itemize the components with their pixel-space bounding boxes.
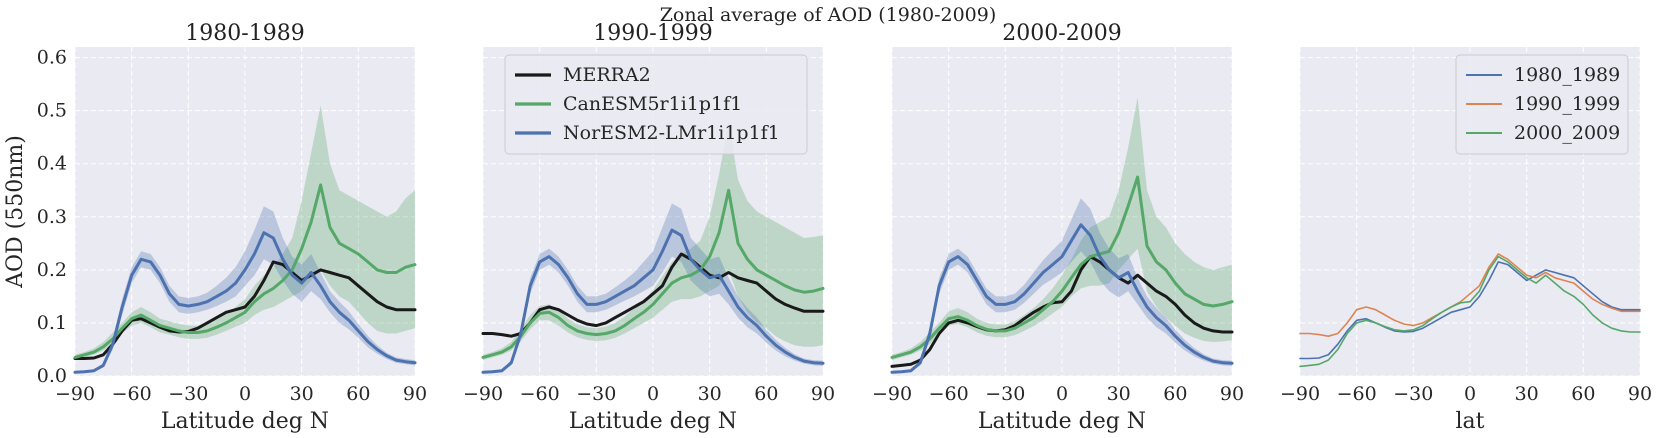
panel-3: −90 −60 −30 0 30 60 90 2000-2009 Latitude deg N: [872, 21, 1244, 434]
x-tick-label: 0: [1056, 383, 1068, 405]
x-axis-label: Latitude deg N: [161, 409, 329, 434]
panel-title: 2000-2009: [1002, 21, 1121, 46]
x-tick-label: 60: [1571, 383, 1595, 405]
x-tick-label: 0: [647, 383, 659, 405]
series-line-canesm5r1i1p1f1: [73, 183, 417, 359]
x-tick-label: −60: [520, 383, 560, 405]
x-tick-label: 90: [811, 383, 835, 405]
legend-box: [504, 54, 808, 155]
x-tick-label: −60: [1337, 383, 1377, 405]
legend-entry: NorESM2-LMr1i1p1f1: [563, 122, 780, 144]
band-canesm5r1i1p1f1: [75, 105, 415, 361]
x-tick-label: 30: [290, 383, 314, 405]
panel-title: 1990-1999: [593, 21, 712, 46]
series-line-noresm2-lmr1i1p1f1: [73, 231, 417, 374]
x-tick-label: 90: [1628, 383, 1652, 405]
figure-suptitle: Zonal average of AOD (1980-2009): [660, 4, 997, 26]
panel-4: −90 −60 −30 0 30 60 90 lat 1980_1989 1990_1999 200…: [1280, 47, 1652, 434]
x-tick-label: −90: [55, 383, 95, 405]
x-axis-label: Latitude deg N: [569, 409, 737, 434]
series-line-merra2: [890, 255, 1234, 368]
x-tick-label: −90: [463, 383, 503, 405]
series-line-canesm5r1i1p1f1: [481, 188, 825, 359]
x-tick-label: −30: [985, 383, 1025, 405]
x-tick-label: −30: [168, 383, 208, 405]
panel-2: −90 −60 −30 0 30 60 90 1990-1999 Latitude deg N M…: [463, 21, 835, 434]
x-axis-label: Latitude deg N: [978, 409, 1146, 434]
series-line-1980-1989: [1299, 261, 1641, 360]
x-tick-label: −90: [1280, 383, 1320, 405]
series-line-canesm5r1i1p1f1: [890, 175, 1234, 359]
x-tick-label: −60: [929, 383, 969, 405]
x-tick-label: 60: [754, 383, 778, 405]
legend-entry: 1990_1999: [1514, 93, 1620, 115]
x-tick-label: 30: [1515, 383, 1539, 405]
x-axis-label: lat: [1456, 409, 1485, 434]
legend-entry: 2000_2009: [1514, 122, 1620, 144]
panel-title: 1980-1989: [185, 21, 304, 46]
x-tick-label: 30: [1107, 383, 1131, 405]
series-line-noresm2-lmr1i1p1f1: [890, 223, 1234, 374]
x-tick-label: −90: [872, 383, 912, 405]
y-tick-label: 0.2: [37, 259, 67, 281]
x-tick-label: 60: [1163, 383, 1187, 405]
legend-entry: CanESM5r1i1p1f1: [563, 93, 742, 115]
y-tick-label: 0.5: [37, 100, 67, 122]
legend-entry: 1980_1989: [1514, 64, 1620, 86]
series-line-noresm2-lmr1i1p1f1: [481, 228, 825, 374]
series-line-2000-2009: [1299, 255, 1641, 368]
x-tick-label: 60: [346, 383, 370, 405]
x-tick-label: 90: [403, 383, 427, 405]
y-axis-label: AOD (550nm): [3, 135, 28, 289]
series-line-merra2: [481, 252, 825, 338]
y-tick-label: 0.6: [37, 47, 67, 69]
x-tick-label: 0: [239, 383, 251, 405]
y-tick-label: 0.0: [37, 365, 67, 387]
panels: −90 −60 −30 0 30 60 90 0.0 0.1 0.2 0.3 0.4 0.5 0.6 198…: [3, 21, 1652, 434]
x-tick-label: 90: [1220, 383, 1244, 405]
panel-1: −90 −60 −30 0 30 60 90 0.0 0.1 0.2 0.3 0.4 0.5 0.6 198…: [3, 21, 427, 434]
band-noresm2-lmr1i1p1f1: [75, 206, 415, 374]
band-noresm2-lmr1i1p1f1: [483, 203, 823, 374]
x-tick-label: −30: [576, 383, 616, 405]
series-line-1990-1999: [1299, 253, 1641, 338]
y-tick-label: 0.4: [37, 153, 67, 175]
band-canesm5r1i1p1f1: [483, 121, 823, 361]
x-tick-label: −30: [1393, 383, 1433, 405]
x-tick-label: 0: [1464, 383, 1476, 405]
x-tick-label: −60: [112, 383, 152, 405]
legend-entry: MERRA2: [563, 64, 651, 86]
legend: MERRA2 CanESM5r1i1p1f1 NorESM2-LMr1i1p1f1: [504, 54, 808, 155]
y-tick-label: 0.1: [37, 312, 67, 334]
legend: 1980_1989 1990_1999 2000_2009: [1455, 54, 1629, 155]
legend-box: [1455, 54, 1629, 155]
band-canesm5r1i1p1f1: [892, 97, 1232, 361]
x-tick-label: 30: [698, 383, 722, 405]
y-tick-label: 0.3: [37, 206, 67, 228]
